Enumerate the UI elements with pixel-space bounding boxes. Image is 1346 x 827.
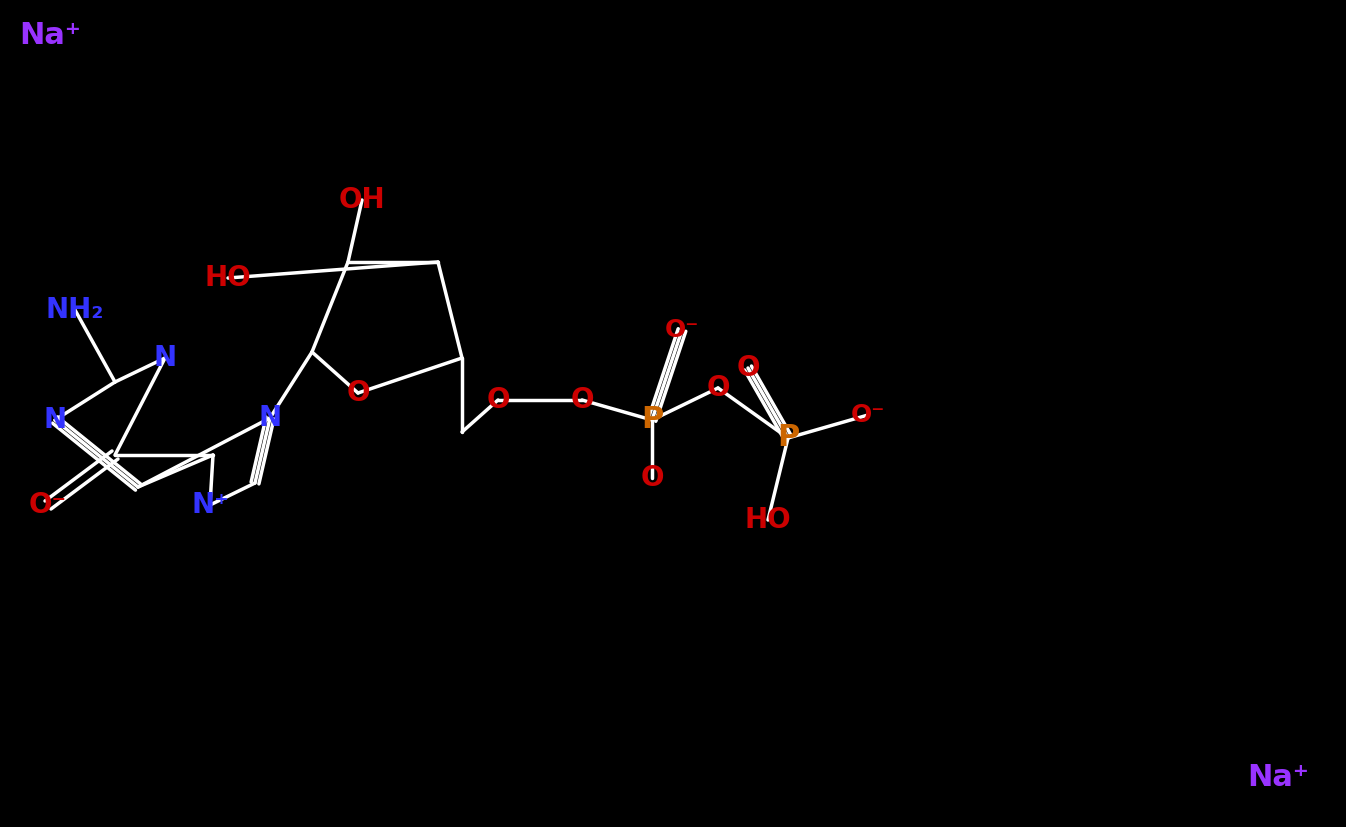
Text: HO: HO xyxy=(744,506,791,534)
Text: HO: HO xyxy=(205,264,252,292)
Text: O⁻: O⁻ xyxy=(851,403,886,427)
Text: N: N xyxy=(43,406,66,434)
Text: P: P xyxy=(641,405,664,434)
Text: OH: OH xyxy=(339,186,385,214)
Text: Na⁺: Na⁺ xyxy=(1246,763,1308,792)
Text: NH₂: NH₂ xyxy=(46,296,104,324)
Text: O: O xyxy=(346,379,370,407)
Text: O: O xyxy=(707,374,730,402)
Text: Na⁺: Na⁺ xyxy=(19,21,81,50)
Text: O⁻: O⁻ xyxy=(665,318,699,342)
Text: N: N xyxy=(258,404,281,432)
Text: N⁺: N⁺ xyxy=(191,491,229,519)
Text: O⁻: O⁻ xyxy=(28,491,67,519)
Text: O: O xyxy=(571,386,594,414)
Text: N: N xyxy=(153,344,176,372)
Text: P: P xyxy=(777,423,800,452)
Text: O: O xyxy=(486,386,510,414)
Text: O: O xyxy=(736,354,759,382)
Text: O: O xyxy=(641,464,664,492)
